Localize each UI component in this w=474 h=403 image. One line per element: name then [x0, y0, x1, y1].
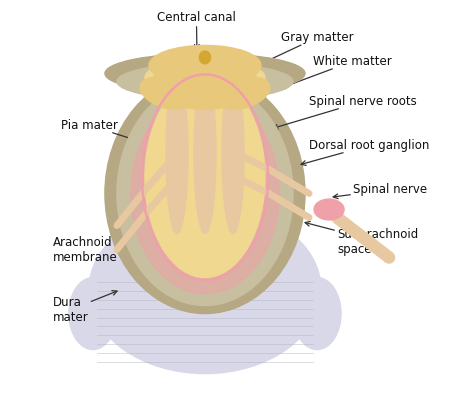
Ellipse shape	[145, 59, 265, 96]
Ellipse shape	[314, 199, 344, 220]
Ellipse shape	[149, 46, 261, 85]
Ellipse shape	[117, 63, 293, 100]
Ellipse shape	[220, 77, 270, 109]
Text: Dorsal root ganglion: Dorsal root ganglion	[301, 139, 429, 165]
Ellipse shape	[69, 278, 117, 349]
Ellipse shape	[105, 73, 305, 314]
Text: Pia mater: Pia mater	[61, 119, 149, 145]
Text: Central canal: Central canal	[157, 11, 236, 49]
Ellipse shape	[153, 54, 257, 110]
Ellipse shape	[166, 61, 188, 85]
Text: Subarachnoid
space: Subarachnoid space	[305, 222, 419, 256]
Text: Spinal nerve: Spinal nerve	[333, 183, 427, 199]
Text: Dura
mater: Dura mater	[53, 291, 117, 324]
Text: Spinal nerve roots: Spinal nerve roots	[273, 95, 417, 129]
Text: White matter: White matter	[281, 55, 392, 89]
Ellipse shape	[140, 77, 190, 109]
Ellipse shape	[105, 54, 305, 93]
Ellipse shape	[194, 73, 216, 233]
Ellipse shape	[200, 51, 210, 64]
Ellipse shape	[131, 93, 279, 293]
Text: Gray matter: Gray matter	[253, 31, 354, 68]
Ellipse shape	[145, 77, 265, 278]
Ellipse shape	[89, 206, 321, 374]
Ellipse shape	[117, 81, 293, 305]
Ellipse shape	[222, 73, 244, 233]
Text: Arachnoid
membrane: Arachnoid membrane	[53, 235, 141, 264]
Ellipse shape	[222, 61, 244, 85]
Ellipse shape	[194, 61, 216, 85]
Ellipse shape	[166, 73, 188, 233]
Ellipse shape	[293, 278, 341, 349]
